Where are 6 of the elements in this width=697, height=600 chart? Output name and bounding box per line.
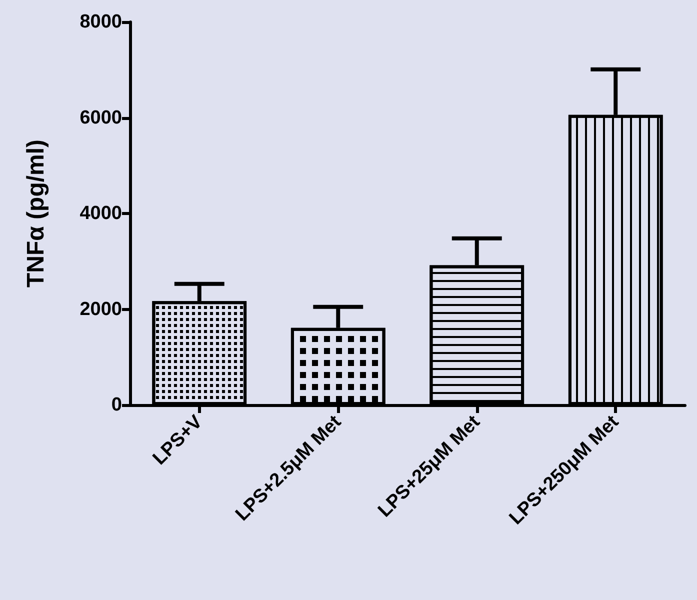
y-axis-title: TNFα (pg/ml) [22, 139, 50, 288]
y-tick-label: 4000 [80, 203, 122, 224]
y-tick-label: 8000 [80, 12, 122, 32]
y-tick-label: 6000 [80, 107, 122, 128]
y-tick-label: 2000 [80, 298, 122, 320]
y-tick-label: 0 [111, 394, 122, 416]
